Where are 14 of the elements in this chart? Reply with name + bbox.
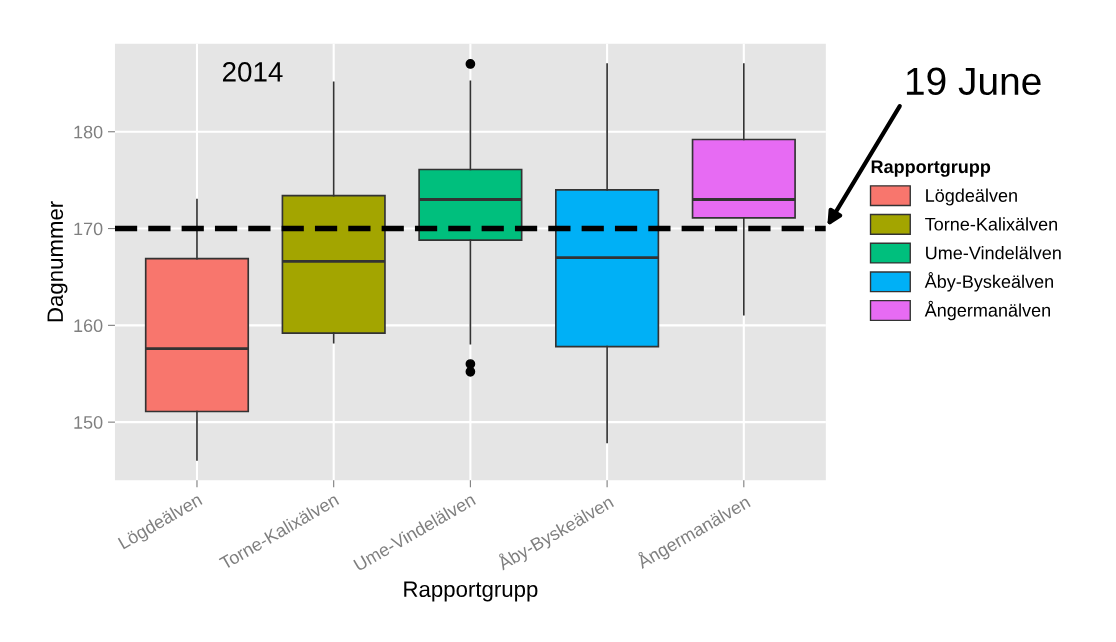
category-label: Ume-Vindelälven bbox=[926, 246, 1061, 260]
legend-title: Rapportgrupp bbox=[871, 160, 991, 177]
category-label: Åby-Byskeälven bbox=[924, 272, 1053, 292]
category-label: Lögdeälven bbox=[926, 188, 1017, 206]
annotation: 2014 bbox=[222, 62, 283, 82]
y-tick-label: 180 bbox=[74, 125, 103, 139]
y-tick-label: 160 bbox=[74, 319, 103, 333]
y-tick-label: 170 bbox=[74, 222, 103, 236]
category-label: Torne-Kalixälven bbox=[925, 217, 1057, 231]
ref-line-label: 19 June bbox=[906, 67, 1041, 96]
y-tick-label: 150 bbox=[74, 416, 103, 429]
category-label: Ångermanälven bbox=[924, 300, 1050, 321]
x-axis-title: Rapportgrupp bbox=[404, 581, 538, 602]
y-axis-title: Dagnummer bbox=[47, 201, 68, 322]
